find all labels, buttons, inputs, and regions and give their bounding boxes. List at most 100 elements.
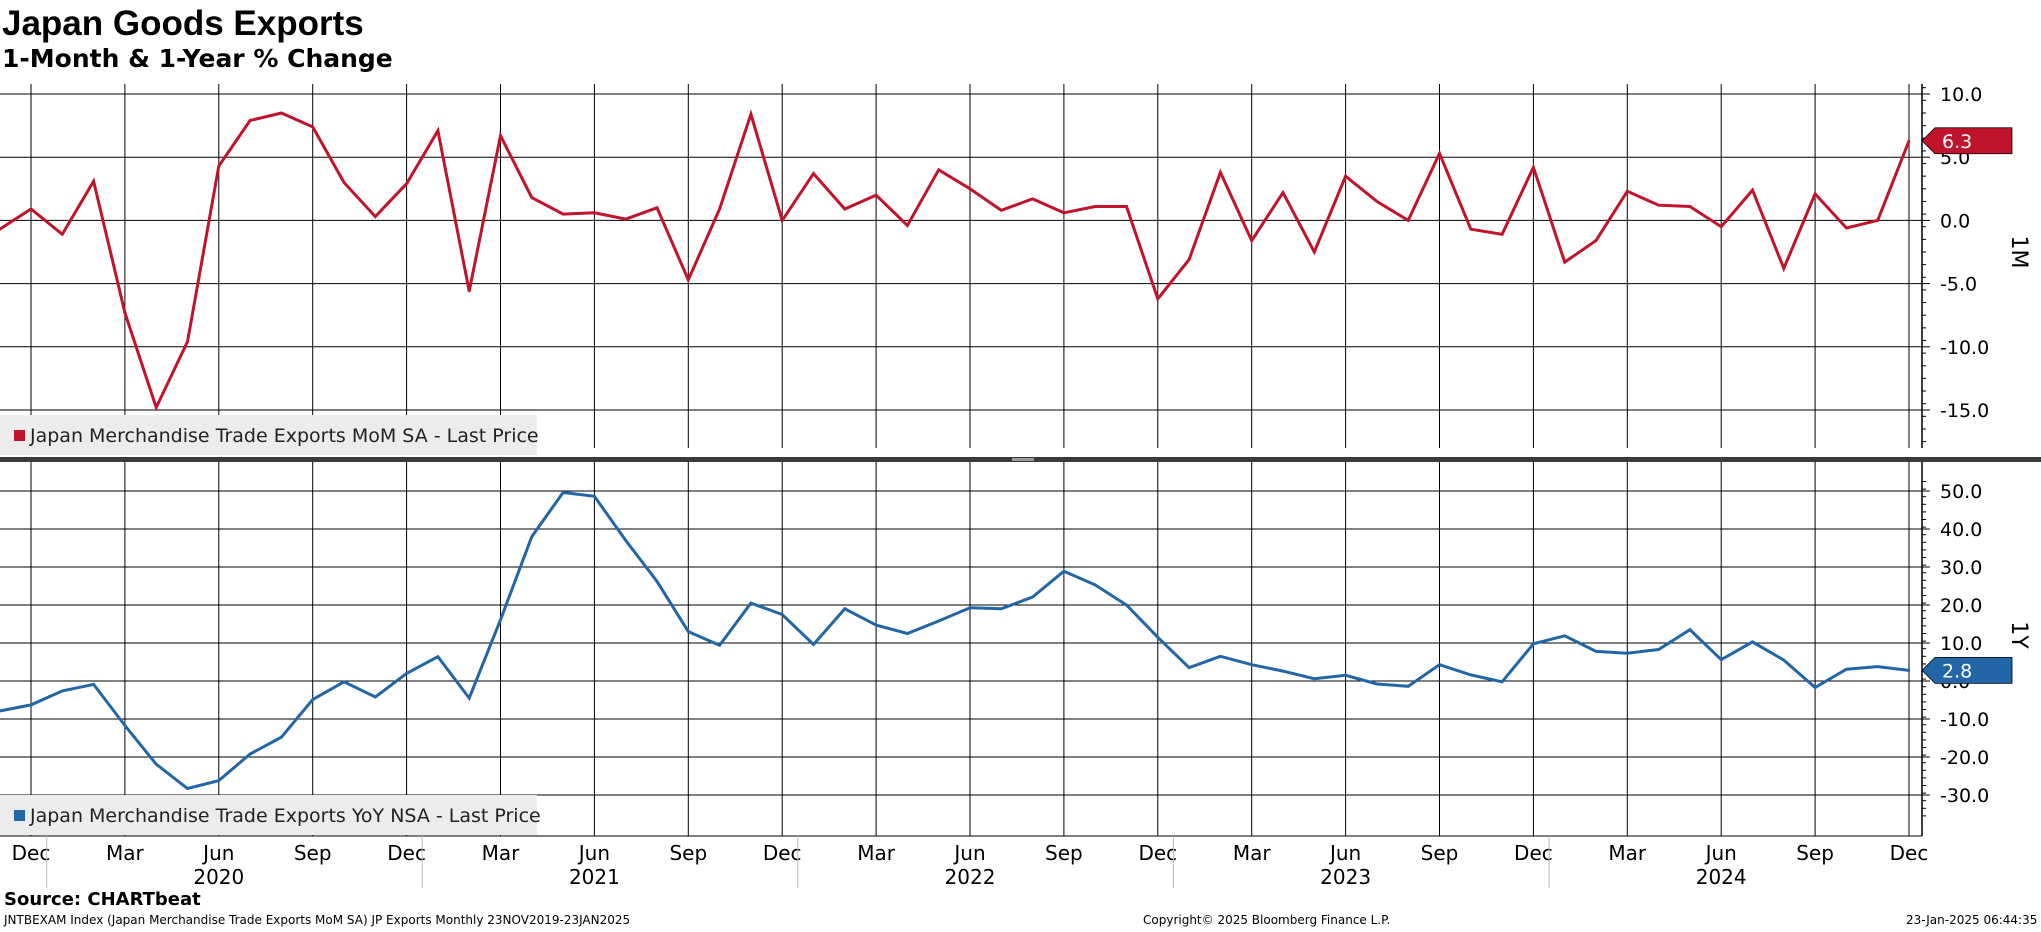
y-tick-label: 10.0 [1940, 633, 1982, 655]
data-point [343, 681, 345, 683]
x-tick-label: Sep [1796, 841, 1834, 865]
data-point [249, 753, 251, 755]
y-tick-label: 10.0 [1940, 84, 1982, 106]
data-point [1814, 193, 1816, 195]
data-point [1251, 663, 1253, 665]
last-value-label: 6.3 [1942, 131, 1972, 153]
data-point [92, 180, 94, 182]
data-point [1094, 584, 1096, 586]
y-tick-label: -10.0 [1940, 337, 1989, 359]
x-tick-label: Sep [1045, 841, 1083, 865]
data-point [218, 165, 220, 167]
x-tick-label: Jun [1704, 841, 1737, 865]
x-tick-label: Jun [1328, 841, 1361, 865]
data-point [812, 643, 814, 645]
data-point [312, 698, 314, 700]
data-point [249, 119, 251, 121]
data-point [1626, 652, 1628, 654]
data-point [1532, 166, 1534, 168]
divider-handle [1012, 458, 1034, 461]
x-tick-label: Dec [12, 841, 51, 865]
x-year-label: 2022 [945, 865, 996, 889]
data-point [1783, 267, 1785, 269]
data-point [1783, 659, 1785, 661]
x-tick-label: Dec [1138, 841, 1177, 865]
data-point [687, 630, 689, 632]
data-point [1344, 175, 1346, 177]
data-point [1751, 189, 1753, 191]
data-point [781, 613, 783, 615]
data-point [1470, 674, 1472, 676]
data-point [812, 172, 814, 174]
data-point [1626, 190, 1628, 192]
data-point [625, 218, 627, 220]
data-point [1438, 663, 1440, 665]
x-year-label: 2021 [569, 865, 620, 889]
x-tick-label: Dec [1890, 841, 1929, 865]
data-point [656, 207, 658, 209]
x-axis: Dec Mar Jun Sep Dec Mar Jun Sep Dec Mar Jun Sep Dec M… [0, 836, 1928, 889]
data-point [437, 655, 439, 657]
data-point [656, 580, 658, 582]
data-point [1313, 678, 1315, 680]
y-tick-label: 0.0 [1940, 210, 1970, 232]
data-point [1564, 261, 1566, 263]
x-tick-label: Dec [763, 841, 802, 865]
data-point [186, 341, 188, 343]
x-tick-label: Sep [1421, 841, 1459, 865]
data-point [781, 219, 783, 221]
data-point [1689, 205, 1691, 207]
data-point [312, 126, 314, 128]
x-tick-label: Mar [857, 841, 896, 865]
y-tick-label: -5.0 [1940, 274, 1977, 296]
data-point [280, 736, 282, 738]
x-tick-label: Mar [106, 841, 145, 865]
data-point [718, 208, 720, 210]
data-point [875, 624, 877, 626]
y-tick-label: 30.0 [1940, 557, 1982, 579]
data-point [124, 724, 126, 726]
data-point [1877, 219, 1879, 221]
x-tick-label: Jun [952, 841, 985, 865]
data-point [1845, 668, 1847, 670]
legend-swatch [14, 810, 25, 821]
data-point [1376, 200, 1378, 202]
data-point [374, 215, 376, 217]
y-tick-label: 40.0 [1940, 519, 1982, 541]
data-point [531, 535, 533, 537]
data-point [1877, 665, 1879, 667]
index-info: JNTBEXAM Index (Japan Merchandise Trade … [4, 913, 630, 927]
data-point [30, 704, 32, 706]
data-point [844, 208, 846, 210]
data-point [1720, 659, 1722, 661]
data-point [1063, 212, 1065, 214]
data-point [124, 311, 126, 313]
x-tick-label: Jun [201, 841, 234, 865]
data-point [1157, 298, 1159, 300]
x-tick-label: Sep [669, 841, 707, 865]
data-point [468, 697, 470, 699]
x-tick-label: Jun [577, 841, 610, 865]
data-point [1313, 251, 1315, 253]
data-point [374, 696, 376, 698]
data-point [218, 779, 220, 781]
data-point [155, 406, 157, 408]
x-tick-label: Sep [294, 841, 332, 865]
panel-label: 1M [2006, 236, 2031, 269]
data-point [1564, 635, 1566, 637]
data-point [1751, 641, 1753, 643]
data-point [906, 224, 908, 226]
data-point [437, 129, 439, 131]
data-point [186, 787, 188, 789]
data-point [625, 539, 627, 541]
data-point [499, 135, 501, 137]
timestamp: 23-Jan-2025 06:44:35 [1906, 913, 2037, 927]
series-line [0, 493, 1909, 789]
data-point [1282, 191, 1284, 193]
x-tick-label: Dec [1514, 841, 1553, 865]
data-point [1407, 685, 1409, 687]
data-point [1344, 674, 1346, 676]
data-point [61, 690, 63, 692]
data-point [687, 279, 689, 281]
